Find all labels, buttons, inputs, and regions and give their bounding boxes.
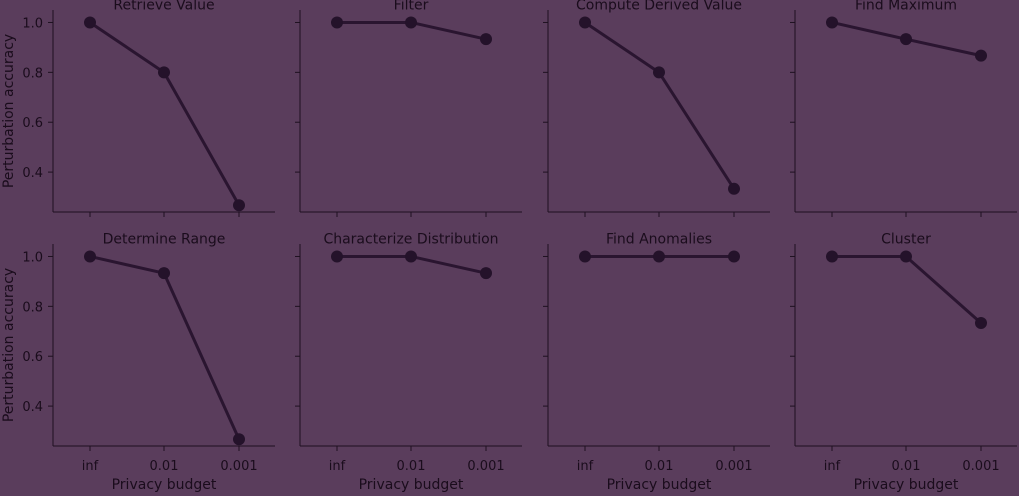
data-point (158, 66, 170, 79)
y-tick-label: 1.0 (22, 16, 43, 31)
x-tick-label: 0.001 (715, 459, 752, 474)
x-axis-label: Privacy budget (854, 477, 959, 492)
x-tick-label: inf (577, 459, 594, 474)
data-point (826, 16, 838, 29)
data-point (728, 250, 740, 263)
x-tick-label: inf (329, 459, 346, 474)
x-tick-label: 0.01 (150, 459, 179, 474)
panel-title: Determine Range (103, 232, 226, 248)
data-point (233, 433, 245, 446)
x-axis-label: Privacy budget (359, 477, 464, 492)
y-tick-label: 0.4 (22, 400, 43, 415)
x-tick-label: inf (82, 459, 99, 474)
data-point (826, 250, 838, 263)
y-tick-label: 0.8 (22, 66, 43, 81)
x-tick-label: 0.01 (397, 459, 426, 474)
data-point (900, 250, 912, 263)
x-tick-label: 0.01 (892, 459, 921, 474)
panel-title: Retrieve Value (113, 0, 214, 14)
data-point (84, 250, 96, 263)
panel-title: Filter (394, 0, 429, 14)
data-point (405, 16, 417, 29)
data-point (728, 182, 740, 195)
data-point (579, 16, 591, 29)
data-point (480, 33, 492, 46)
data-point (579, 250, 591, 263)
y-tick-label: 0.8 (22, 300, 43, 315)
panel-title: Compute Derived Value (576, 0, 742, 14)
y-tick-label: 0.6 (22, 350, 43, 365)
data-point (84, 16, 96, 29)
data-point (331, 250, 343, 263)
x-tick-label: 0.001 (467, 459, 504, 474)
y-axis-label: Perturbation accuracy (1, 268, 17, 422)
panel-title: Characterize Distribution (323, 232, 498, 248)
data-point (405, 250, 417, 263)
data-point (233, 199, 245, 212)
series-line (832, 254, 982, 325)
data-point (900, 33, 912, 46)
x-axis-label: Privacy budget (112, 477, 217, 492)
panel-title: Cluster (881, 232, 931, 248)
data-point (975, 317, 987, 330)
y-axis-label: Perturbation accuracy (1, 34, 17, 188)
data-point (653, 66, 665, 79)
data-point (331, 16, 343, 29)
x-axis-label: Privacy budget (607, 477, 712, 492)
panel-title: Find Maximum (855, 0, 957, 14)
data-point (975, 49, 987, 62)
series-line (89, 255, 241, 440)
x-tick-label: 0.001 (220, 459, 257, 474)
x-tick-label: inf (824, 459, 841, 474)
data-point (653, 250, 665, 263)
y-tick-label: 0.4 (22, 166, 43, 181)
x-tick-label: 0.001 (962, 459, 999, 474)
y-tick-label: 0.6 (22, 116, 43, 131)
series-line (584, 21, 736, 190)
y-tick-label: 1.0 (22, 250, 43, 265)
x-tick-label: 0.01 (645, 459, 674, 474)
panel-title: Find Anomalies (606, 232, 712, 248)
series-line (89, 21, 241, 207)
data-point (158, 267, 170, 280)
data-point (480, 267, 492, 280)
